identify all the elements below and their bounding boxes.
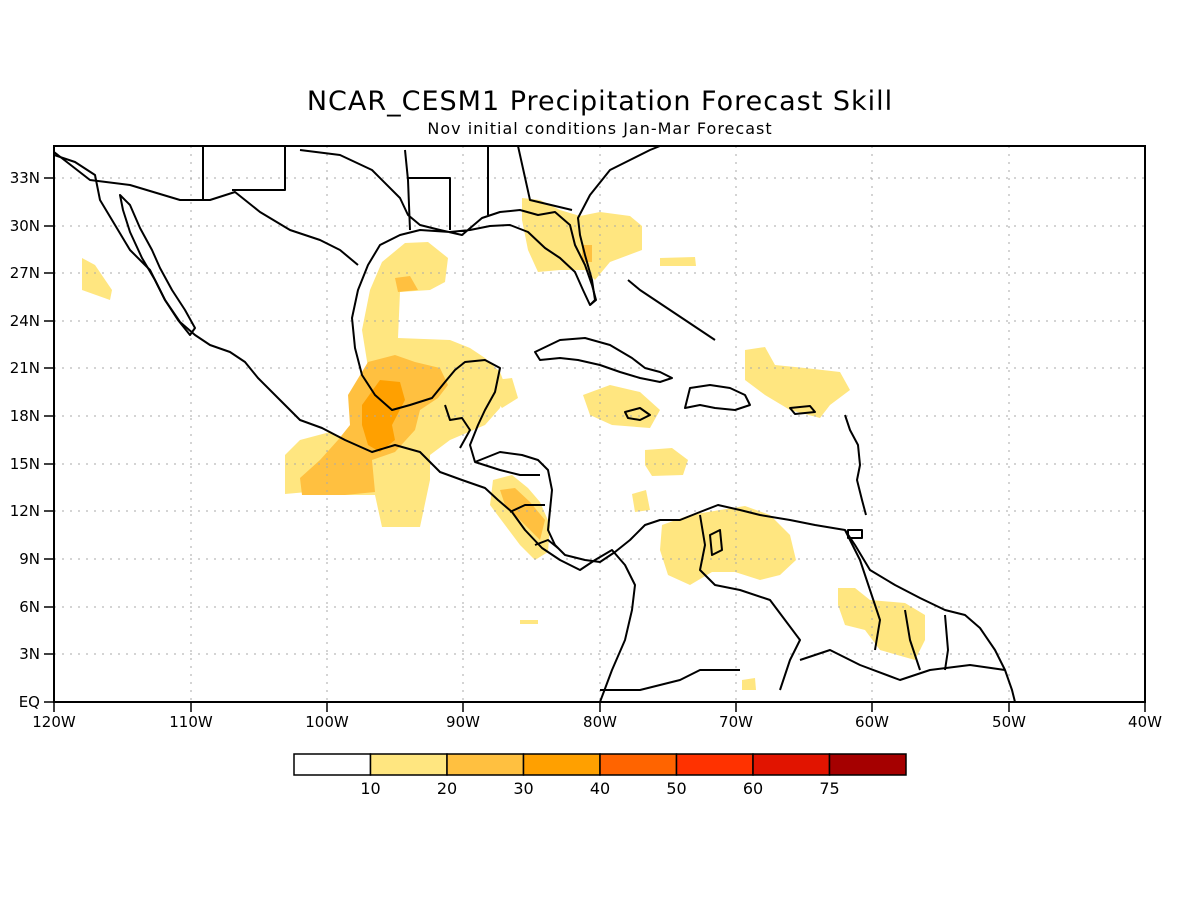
colorbar-label: 30 [513,779,533,798]
skill-region-guyana [838,588,925,660]
nicaragua-border [509,504,545,513]
bahamas [627,279,716,341]
honduras-border [474,461,540,476]
x-tick-label: 100W [305,713,349,731]
suriname-guiana-border [944,614,949,671]
colorbar-swatch [752,753,831,776]
colorbar-swatch [369,753,448,776]
y-tick-label: 24N [10,312,40,330]
brazil-border [799,649,1006,681]
skill-region-yucatan-east [494,378,518,408]
colorbar-label: 50 [666,779,686,798]
tick-marks [44,177,1146,712]
map-grid [54,146,1145,702]
y-tick-label: 21N [10,359,40,377]
x-tick-label: 120W [32,713,76,731]
colorbar-label: 10 [360,779,380,798]
x-tick-label: 60W [855,713,889,731]
skill-region-caribbean-south [632,490,650,512]
baja-california [119,194,196,336]
skill-region-baja-offshore [82,258,112,300]
x-tick-label: 90W [446,713,480,731]
colorbar-label: 60 [743,779,763,798]
y-tick-label: 18N [10,407,40,425]
colorbar-swatch [828,753,907,776]
skill-region-venezuela [660,506,796,585]
colorbar-label: 75 [819,779,839,798]
y-tick-label: 27N [10,264,40,282]
page-subtitle: Nov initial conditions Jan-Mar Forecast [427,119,773,138]
venezuela-guyana-border [844,529,881,651]
skill-region-nicaragua-20 [500,488,545,540]
us-mexico-border [54,151,359,266]
skill-region-north-colombia [742,678,756,690]
us-state-border-3 [408,177,451,230]
page-title: NCAR_CESM1 Precipitation Forecast Skill [306,86,894,117]
colorbar-swatch [675,753,754,776]
skill-region-texas-coast-20 [395,276,418,292]
y-tick-label: 6N [19,598,40,616]
x-tick-label: 110W [169,713,213,731]
skill-region-bahamas [660,257,696,266]
y-tick-label: 12N [10,502,40,520]
guatemala-border [444,404,471,449]
florida-east-coast [577,146,661,306]
puerto-rico [789,405,816,415]
y-tick-label: 3N [19,645,40,663]
skill-region-puerto-rico [745,347,850,418]
colorbar-swatch [599,753,678,776]
colorbar-swatch [293,753,372,776]
skill-region-caribbean-center [645,448,688,476]
skill-region-jamaica [583,385,660,428]
colorbar: 10 20 30 40 50 60 75 [293,753,907,798]
lesser-antilles [844,414,867,516]
cuba [534,337,673,383]
jamaica [624,407,651,421]
x-tick-label: 50W [992,713,1026,731]
y-tick-label: 33N [10,169,40,187]
colorbar-swatch [522,753,601,776]
trinidad [847,529,863,539]
colorbar-label: 40 [590,779,610,798]
colombia-venezuela-border [699,514,801,691]
colorbar-label: 20 [437,779,457,798]
skill-shading [82,198,925,690]
lake-maracaibo [709,529,723,556]
costa-rica-border [534,539,559,549]
guyana-suriname-border [904,609,921,671]
hispaniola [684,384,751,411]
gulf-coastline [299,149,1016,702]
colorbar-swatch [446,753,525,776]
us-state-border-4 [404,149,411,231]
x-tick-label: 80W [583,713,617,731]
colombia-brazil-border [600,669,740,691]
y-tick-label: EQ [19,693,40,711]
x-tick-label: 40W [1128,713,1162,731]
us-state-border-6 [517,146,573,211]
us-state-border-2 [232,146,286,191]
y-tick-labels: EQ 3N 6N 9N 12N 15N 18N 21N 24N 27N 30N … [10,169,40,711]
y-tick-label: 15N [10,455,40,473]
y-tick-label: 30N [10,217,40,235]
coastlines [54,146,1016,702]
x-tick-label: 70W [719,713,753,731]
skill-region-pacific-small [520,620,538,624]
y-tick-label: 9N [19,550,40,568]
x-tick-labels: 120W 110W 100W 90W 80W 70W 60W 50W 40W [32,713,1162,731]
